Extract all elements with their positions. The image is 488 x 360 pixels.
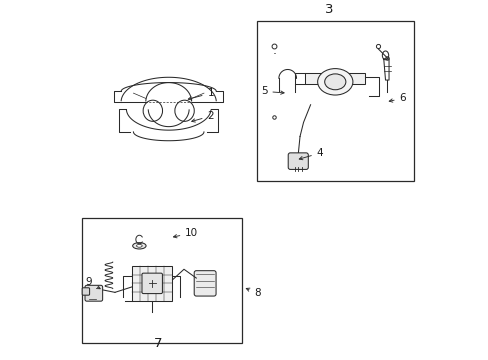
Text: 2: 2 <box>191 111 214 122</box>
Text: 3: 3 <box>324 3 333 15</box>
Bar <box>81 218 242 343</box>
FancyBboxPatch shape <box>305 73 365 84</box>
Text: 9: 9 <box>85 278 100 289</box>
FancyBboxPatch shape <box>194 271 216 296</box>
Bar <box>132 266 172 301</box>
Text: 10: 10 <box>173 228 198 238</box>
FancyBboxPatch shape <box>82 288 89 295</box>
Text: 4: 4 <box>299 148 323 160</box>
Bar <box>256 21 413 181</box>
Ellipse shape <box>136 244 142 247</box>
Text: 5: 5 <box>260 86 284 96</box>
Ellipse shape <box>317 69 352 95</box>
FancyBboxPatch shape <box>287 153 307 170</box>
Text: 6: 6 <box>388 94 406 103</box>
Ellipse shape <box>324 74 345 90</box>
Ellipse shape <box>132 243 146 249</box>
Text: 8: 8 <box>246 288 261 298</box>
FancyBboxPatch shape <box>85 285 102 301</box>
Text: 1: 1 <box>188 88 214 100</box>
Text: 7: 7 <box>154 337 162 351</box>
FancyBboxPatch shape <box>142 273 162 294</box>
